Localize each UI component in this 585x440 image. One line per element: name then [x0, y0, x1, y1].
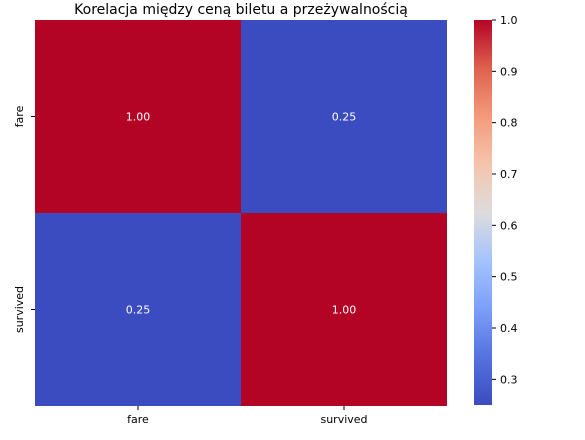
cell-value-label: 1.00 [332, 304, 357, 317]
heatmap-cell [241, 213, 447, 406]
chart-title: Korelacja między ceną biletu a przeżywal… [74, 2, 408, 18]
colorbar-tick-label: 0.6 [500, 219, 518, 232]
y-tick-label: survived [13, 286, 26, 333]
colorbar-tick-label: 1.0 [500, 14, 518, 27]
heatmap-cell [241, 20, 447, 213]
x-tick-label: survived [320, 413, 367, 426]
cell-value-label: 0.25 [332, 111, 357, 124]
heatmap-cells: 1.00 0.25 0.25 1.00 [35, 20, 447, 406]
x-tick-label: fare [127, 413, 149, 426]
colorbar-ticks: 0.3 0.4 0.5 0.6 0.7 0.8 0.9 1.0 [492, 14, 518, 386]
heatmap-cell [35, 213, 241, 406]
cell-value-label: 0.25 [126, 304, 151, 317]
cell-value-label: 1.00 [126, 111, 151, 124]
heatmap-cell [35, 20, 241, 213]
colorbar: 0.3 0.4 0.5 0.6 0.7 0.8 0.9 1.0 [474, 14, 518, 405]
colorbar-tick-label: 0.9 [500, 65, 518, 78]
y-axis: fare survived [13, 105, 35, 333]
colorbar-tick-label: 0.7 [500, 168, 518, 181]
colorbar-tick-label: 0.3 [500, 373, 518, 386]
colorbar-tick-label: 0.8 [500, 117, 518, 130]
y-tick-label: fare [13, 105, 26, 127]
colorbar-gradient [474, 20, 492, 405]
x-axis: fare survived [127, 406, 368, 426]
colorbar-tick-label: 0.5 [500, 271, 518, 284]
colorbar-tick-label: 0.4 [500, 322, 518, 335]
